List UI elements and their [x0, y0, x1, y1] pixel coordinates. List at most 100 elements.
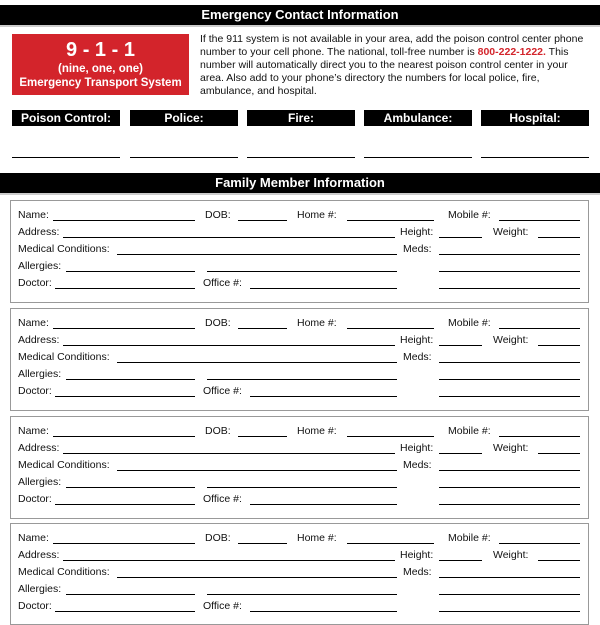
form-field-line[interactable] [499, 436, 580, 437]
medical-label: Medical Conditions: [18, 351, 110, 363]
meds-label: Meds: [403, 351, 432, 363]
name-label: Name: [18, 532, 49, 544]
allergies-label: Allergies: [18, 368, 62, 380]
form-field-line[interactable] [66, 379, 195, 380]
form-field-line[interactable] [439, 288, 580, 289]
form-field-line[interactable] [439, 362, 580, 363]
contact-number-field[interactable] [481, 156, 589, 158]
mobile-label: Mobile #: [448, 532, 491, 544]
form-field-line[interactable] [238, 220, 287, 221]
form-field-line[interactable] [250, 504, 397, 505]
form-field-line[interactable] [347, 220, 434, 221]
form-field-line[interactable] [53, 543, 195, 544]
form-field-line[interactable] [439, 237, 482, 238]
form-field-line[interactable] [63, 345, 395, 346]
height-label: Height: [400, 442, 434, 454]
form-field-line[interactable] [439, 560, 482, 561]
emergency-contact-header: Emergency Contact Information [0, 5, 600, 27]
dob-label: DOB: [205, 317, 231, 329]
family-member-card: Name: DOB: Home #: Mobile #: Address: Height:… [10, 308, 589, 411]
form-field-line[interactable] [117, 362, 397, 363]
form-field-line[interactable] [439, 487, 580, 488]
form-field-line[interactable] [238, 436, 287, 437]
name-label: Name: [18, 317, 49, 329]
contact-number-field[interactable] [247, 156, 355, 158]
form-field-line[interactable] [250, 611, 397, 612]
dob-label: DOB: [205, 425, 231, 437]
form-field-line[interactable] [66, 594, 195, 595]
form-field-line[interactable] [538, 453, 580, 454]
intro-after: This number will automatically direct yo… [200, 46, 569, 97]
form-field-line[interactable] [55, 611, 195, 612]
form-field-line[interactable] [250, 396, 397, 397]
form-field-line[interactable] [117, 577, 397, 578]
form-field-line[interactable] [347, 543, 434, 544]
home-label: Home #: [297, 317, 337, 329]
allergies-label: Allergies: [18, 476, 62, 488]
meds-label: Meds: [403, 566, 432, 578]
form-field-line[interactable] [53, 436, 195, 437]
form-field-line[interactable] [439, 504, 580, 505]
doctor-label: Doctor: [18, 600, 52, 612]
form-field-line[interactable] [499, 543, 580, 544]
doctor-label: Doctor: [18, 277, 52, 289]
contact-number-field[interactable] [12, 156, 120, 158]
form-field-line[interactable] [53, 220, 195, 221]
form-field-line[interactable] [439, 577, 580, 578]
form-field-line[interactable] [439, 271, 580, 272]
weight-label: Weight: [493, 334, 529, 346]
form-field-line[interactable] [439, 254, 580, 255]
form-field-line[interactable] [499, 220, 580, 221]
form-field-line[interactable] [347, 328, 434, 329]
form-field-line[interactable] [66, 487, 195, 488]
form-field-line[interactable] [55, 504, 195, 505]
meds-label: Meds: [403, 243, 432, 255]
form-field-line[interactable] [53, 328, 195, 329]
contact-label: Hospital: [481, 110, 589, 126]
form-field-line[interactable] [250, 288, 397, 289]
form-field-line[interactable] [63, 560, 395, 561]
form-field-line[interactable] [347, 436, 434, 437]
form-field-line[interactable] [439, 379, 580, 380]
form-field-line[interactable] [538, 237, 580, 238]
intro-before: If the 911 system is not available in yo… [200, 33, 584, 58]
home-label: Home #: [297, 209, 337, 221]
badge-caption: Emergency Transport System [19, 77, 182, 89]
dob-label: DOB: [205, 209, 231, 221]
form-field-line[interactable] [117, 254, 397, 255]
form-field-line[interactable] [538, 345, 580, 346]
address-label: Address: [18, 549, 60, 561]
badge-spoken: (nine, one, one) [58, 63, 143, 75]
form-field-line[interactable] [439, 611, 580, 612]
form-field-line[interactable] [439, 345, 482, 346]
weight-label: Weight: [493, 442, 529, 454]
form-field-line[interactable] [55, 288, 195, 289]
form-field-line[interactable] [207, 379, 397, 380]
emergency-911-badge: 9 - 1 - 1 (nine, one, one) Emergency Tra… [12, 34, 189, 95]
form-field-line[interactable] [538, 560, 580, 561]
form-field-line[interactable] [117, 470, 397, 471]
form-field-line[interactable] [207, 487, 397, 488]
form-field-line[interactable] [439, 453, 482, 454]
form-field-line[interactable] [55, 396, 195, 397]
form-field-line[interactable] [63, 453, 395, 454]
form-field-line[interactable] [66, 271, 195, 272]
meds-label: Meds: [403, 459, 432, 471]
contact-number-field[interactable] [364, 156, 472, 158]
form-field-line[interactable] [238, 328, 287, 329]
form-field-line[interactable] [439, 470, 580, 471]
form-field-line[interactable] [499, 328, 580, 329]
form-field-line[interactable] [439, 396, 580, 397]
form-field-line[interactable] [207, 271, 397, 272]
medical-label: Medical Conditions: [18, 459, 110, 471]
form-field-line[interactable] [63, 237, 395, 238]
weight-label: Weight: [493, 226, 529, 238]
form-field-line[interactable] [439, 594, 580, 595]
contact-label: Ambulance: [364, 110, 472, 126]
form-field-line[interactable] [238, 543, 287, 544]
form-field-line[interactable] [207, 594, 397, 595]
address-label: Address: [18, 226, 60, 238]
doctor-label: Doctor: [18, 493, 52, 505]
contact-label: Poison Control: [12, 110, 120, 126]
contact-number-field[interactable] [130, 156, 238, 158]
